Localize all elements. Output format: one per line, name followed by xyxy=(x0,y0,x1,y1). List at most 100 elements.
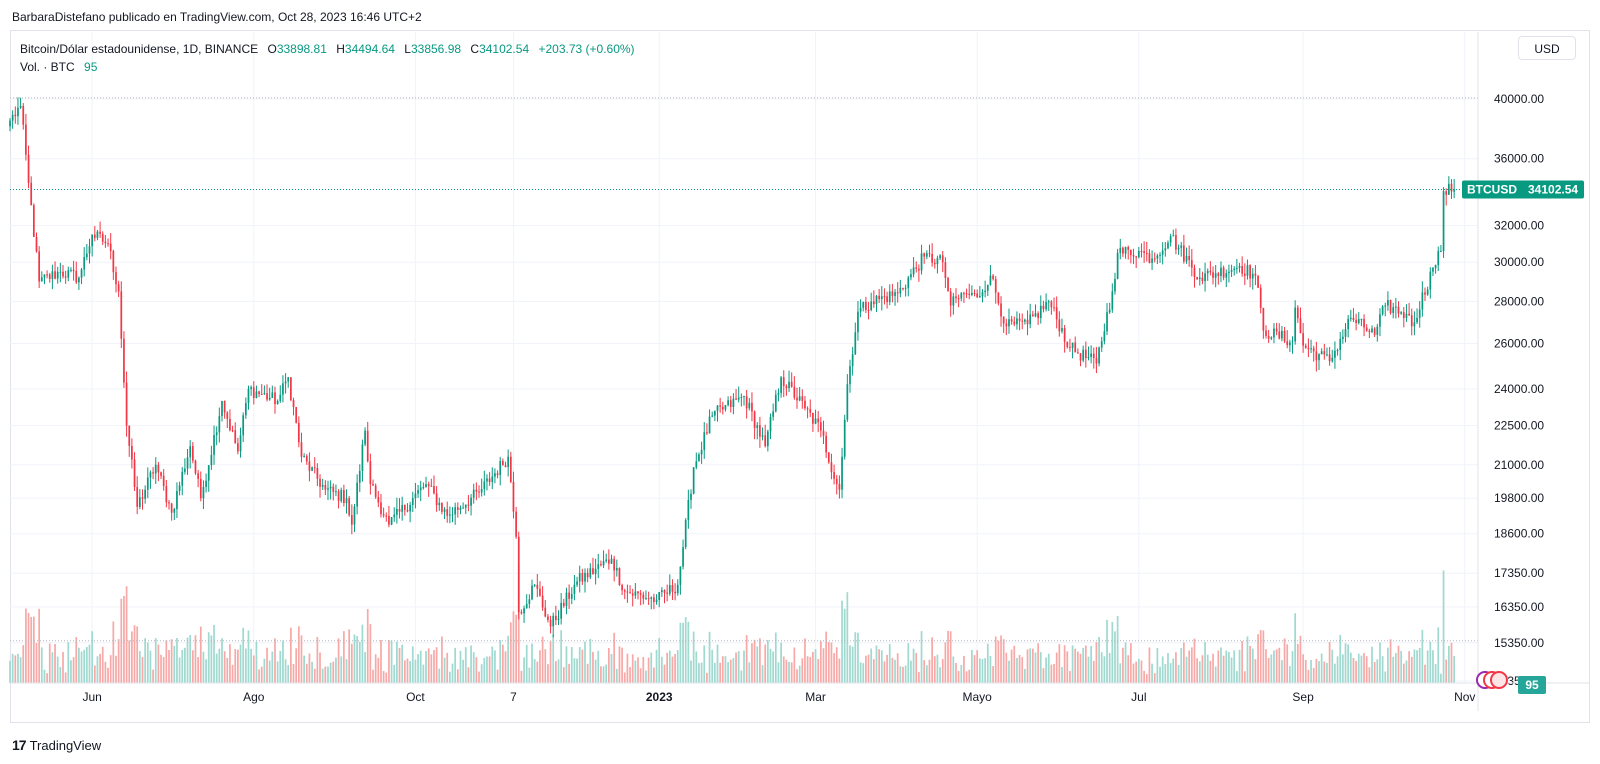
volume-bar xyxy=(642,657,645,683)
candle-body xyxy=(782,377,785,387)
candle-body xyxy=(682,547,684,567)
candle-body xyxy=(276,400,279,405)
candle-body xyxy=(443,509,446,512)
volume-bar xyxy=(1225,650,1228,683)
legend-symbol-row[interactable]: Bitcoin/Dólar estadounidense, 1D, BINANC… xyxy=(20,40,635,58)
candle-body xyxy=(406,509,409,512)
volume-bar xyxy=(1031,648,1034,683)
candle-body xyxy=(1315,351,1318,361)
event-icons[interactable] xyxy=(1476,669,1510,693)
candle-body xyxy=(311,467,313,471)
volume-bar xyxy=(88,644,91,683)
candle-body xyxy=(745,396,748,409)
candle-body xyxy=(504,465,507,468)
candle-body xyxy=(798,396,801,401)
candle-body xyxy=(933,262,936,265)
volume-bar xyxy=(637,657,639,683)
chart-frame[interactable] xyxy=(10,30,1590,723)
candle-body xyxy=(886,296,888,303)
candle-body xyxy=(1000,303,1002,317)
volume-bar xyxy=(674,653,676,683)
currency-button[interactable]: USD xyxy=(1518,36,1576,60)
candle-body xyxy=(335,491,337,493)
symbol-title[interactable]: Bitcoin/Dólar estadounidense, 1D, BINANC… xyxy=(20,42,259,56)
candle-body xyxy=(1106,312,1108,332)
candle-body xyxy=(441,502,443,512)
volume-bar xyxy=(568,663,570,683)
volume-bar xyxy=(1257,634,1259,683)
volume-bar xyxy=(660,656,663,683)
volume-bar xyxy=(949,631,952,683)
candle-body xyxy=(1230,270,1233,272)
candle-body xyxy=(668,585,671,594)
candle-body xyxy=(144,489,147,499)
candle-body xyxy=(263,393,266,395)
volume-bar xyxy=(621,647,623,683)
candle-body xyxy=(1416,317,1418,323)
candle-body xyxy=(1326,354,1328,356)
candle-body xyxy=(939,255,941,259)
candle-body xyxy=(1177,247,1180,250)
volume-bar xyxy=(141,656,144,683)
volume-bar xyxy=(692,631,695,683)
candle-body xyxy=(191,446,194,461)
tradingview-logo[interactable]: 17 TradingView xyxy=(12,737,101,753)
candle-body xyxy=(422,487,425,489)
candle-body xyxy=(472,489,475,498)
volume-bar xyxy=(1384,671,1387,683)
volume-bar xyxy=(854,632,857,683)
volume-bar xyxy=(287,665,290,683)
candle-body xyxy=(19,106,22,108)
candle-body xyxy=(615,567,618,571)
candle-body xyxy=(1137,251,1140,258)
candle-body xyxy=(11,114,14,121)
volume-bar xyxy=(221,638,223,683)
volume-bar xyxy=(128,640,131,683)
candle-body xyxy=(210,454,213,466)
volume-bar xyxy=(22,645,25,683)
candle-body xyxy=(1053,307,1055,309)
volume-bar xyxy=(541,636,544,683)
candle-body xyxy=(1058,319,1061,332)
volume-bar xyxy=(1424,664,1426,683)
candle-body xyxy=(1140,251,1143,253)
volume-bar xyxy=(123,596,125,683)
candle-body xyxy=(300,442,303,457)
candle-body xyxy=(1153,258,1156,260)
volume-bar xyxy=(112,621,115,683)
volume-bar xyxy=(544,649,547,683)
candle-body xyxy=(727,400,729,406)
volume-bar xyxy=(862,663,865,683)
candle-body xyxy=(1421,292,1424,310)
candle-body xyxy=(1429,271,1432,290)
volume-bar xyxy=(549,641,552,683)
volume-bar xyxy=(480,664,483,683)
volume-bar xyxy=(78,647,80,683)
volume-bar xyxy=(610,653,613,683)
x-tick-label: Jul xyxy=(1131,690,1146,704)
volume-bar xyxy=(1201,655,1204,683)
volume-bar xyxy=(244,648,247,683)
candle-body xyxy=(703,432,706,450)
candle-body xyxy=(1363,318,1365,328)
candle-body xyxy=(348,498,351,516)
candle-body xyxy=(692,467,695,494)
candle-body xyxy=(290,377,292,401)
candle-body xyxy=(292,400,295,408)
volume-label[interactable]: Vol. · BTC xyxy=(20,60,75,74)
x-tick-label: Jun xyxy=(82,690,101,704)
volume-bar xyxy=(414,659,417,683)
volume-bar xyxy=(99,653,101,683)
volume-bar xyxy=(631,654,634,683)
candle-body xyxy=(1201,277,1204,282)
candle-body xyxy=(1286,341,1289,346)
earnings-event-icon[interactable] xyxy=(1490,671,1508,689)
volume-bar xyxy=(1429,641,1432,683)
volume-bar xyxy=(1368,667,1371,683)
candle-body xyxy=(655,600,658,602)
legend-volume-row[interactable]: Vol. · BTC 95 xyxy=(20,58,635,76)
candle-body xyxy=(91,234,94,247)
volume-bar xyxy=(650,652,653,683)
volume-bar xyxy=(515,614,517,683)
